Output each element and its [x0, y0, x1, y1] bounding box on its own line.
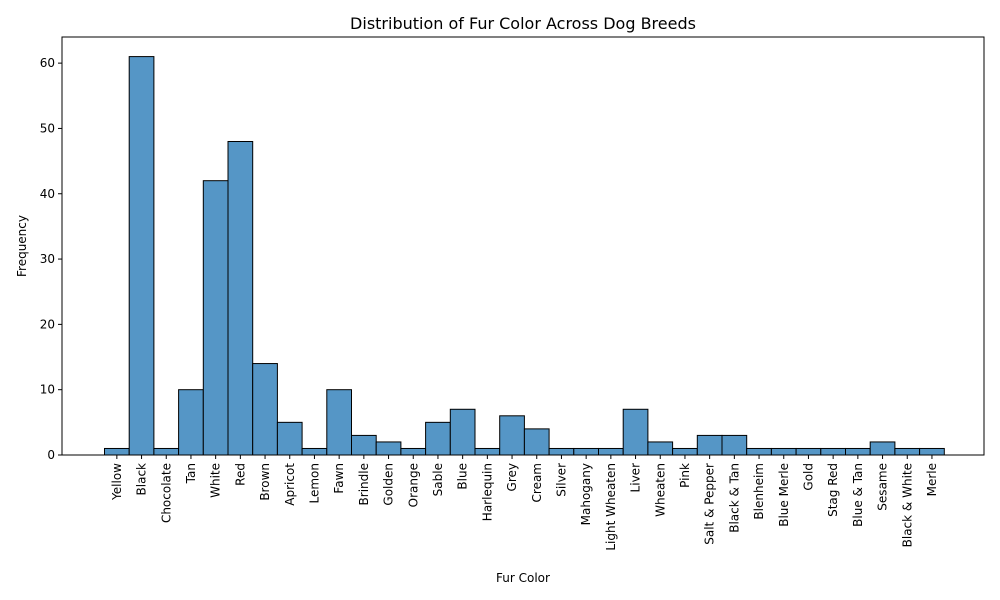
- bar-lemon: [301, 447, 328, 456]
- x-tick-label: Blue Merle: [777, 463, 791, 527]
- y-tick-label: 40: [40, 187, 55, 201]
- bar-stag-red: [820, 447, 846, 456]
- x-tick-label: Brown: [258, 463, 272, 501]
- bar-apricot: [276, 421, 303, 456]
- x-tick-label: Blue: [456, 463, 470, 490]
- bar-cream: [523, 428, 550, 456]
- x-axis-label: Fur Color: [496, 571, 550, 585]
- bar-chocolate: [153, 447, 180, 456]
- x-tick-label: Sesame: [876, 463, 890, 511]
- bar-orange: [400, 447, 427, 456]
- bar-light-wheaten: [598, 447, 624, 456]
- bar-tan: [178, 389, 204, 456]
- x-tick-label: Apricot: [283, 463, 297, 506]
- bar-wheaten: [647, 441, 674, 456]
- bar-yellow: [104, 447, 130, 456]
- x-tick-label: Black & White: [900, 463, 914, 547]
- x-tick-label: Light Wheaten: [604, 463, 618, 551]
- x-tick-label: White: [209, 463, 223, 498]
- x-tick-label: Brindle: [357, 463, 371, 505]
- x-tick-label: Lemon: [307, 463, 321, 504]
- bar-black: [128, 56, 155, 456]
- chart-title: Distribution of Fur Color Across Dog Bre…: [350, 14, 696, 33]
- plot-frame: [61, 36, 985, 456]
- x-tick-label: Liver: [629, 463, 643, 493]
- bar-pink: [672, 447, 698, 456]
- bar-sable: [425, 421, 451, 456]
- y-tick-label: 20: [40, 317, 55, 331]
- x-axis: Yellow Black Chocolate Tan White Red Brown Apri…: [110, 455, 939, 551]
- bar-harlequin: [474, 447, 501, 456]
- x-tick-label: Golden: [382, 463, 396, 506]
- bar-brown: [252, 363, 278, 456]
- x-tick-label: Wheaten: [653, 463, 667, 517]
- x-tick-label: Cream: [530, 463, 544, 502]
- x-tick-label: Stag Red: [826, 463, 840, 517]
- y-tick-label: 60: [40, 56, 55, 70]
- bar-gold: [795, 447, 822, 456]
- x-tick-label: Tan: [184, 463, 198, 484]
- bar-sesame: [869, 441, 896, 456]
- x-tick-label: Blenheim: [752, 463, 766, 520]
- bar-blenheim: [746, 447, 772, 456]
- bar-black-tan: [721, 434, 748, 456]
- bar-white: [202, 180, 229, 456]
- y-tick-label: 50: [40, 121, 55, 135]
- bar-liver: [622, 408, 649, 456]
- bar-brindle: [351, 434, 377, 456]
- bar-blue-tan: [845, 447, 871, 456]
- x-tick-label: Harlequin: [480, 463, 494, 521]
- bar-silver: [548, 447, 575, 456]
- x-tick-label: Merle: [925, 463, 939, 496]
- bar-blue-merle: [770, 447, 797, 456]
- y-tick-label: 10: [40, 383, 55, 397]
- x-tick-label: Sable: [431, 463, 445, 496]
- y-tick-label: 0: [47, 448, 55, 462]
- x-tick-label: Mahogany: [579, 463, 593, 525]
- y-axis-label: Frequency: [15, 215, 29, 277]
- bar-mahogany: [573, 447, 599, 456]
- x-tick-label: Fawn: [332, 463, 346, 494]
- bar-red: [227, 141, 254, 456]
- x-tick-label: Pink: [678, 463, 692, 488]
- x-tick-label: Blue & Tan: [851, 463, 865, 527]
- y-tick-label: 30: [40, 252, 55, 266]
- x-tick-label: Silver: [554, 463, 568, 497]
- y-axis: 0 10 20 30 40 50 60: [40, 56, 62, 462]
- x-tick-label: Black: [135, 463, 149, 496]
- x-tick-label: Salt & Pepper: [703, 463, 717, 545]
- x-tick-label: Orange: [406, 463, 420, 507]
- x-tick-label: Yellow: [110, 463, 124, 501]
- bar-salt-pepper: [696, 434, 723, 456]
- x-tick-label: Red: [233, 463, 247, 486]
- x-tick-label: Black & Tan: [727, 463, 741, 533]
- bar-grey: [499, 415, 525, 456]
- bar-golden: [375, 441, 402, 456]
- x-tick-label: Grey: [505, 463, 519, 491]
- x-tick-label: Gold: [801, 463, 815, 491]
- x-tick-label: Chocolate: [159, 463, 173, 523]
- bars-group: [104, 56, 945, 456]
- bar-black-white: [894, 447, 921, 456]
- bar-blue: [449, 408, 476, 456]
- bar-merle: [919, 447, 945, 456]
- bar-fawn: [326, 389, 352, 456]
